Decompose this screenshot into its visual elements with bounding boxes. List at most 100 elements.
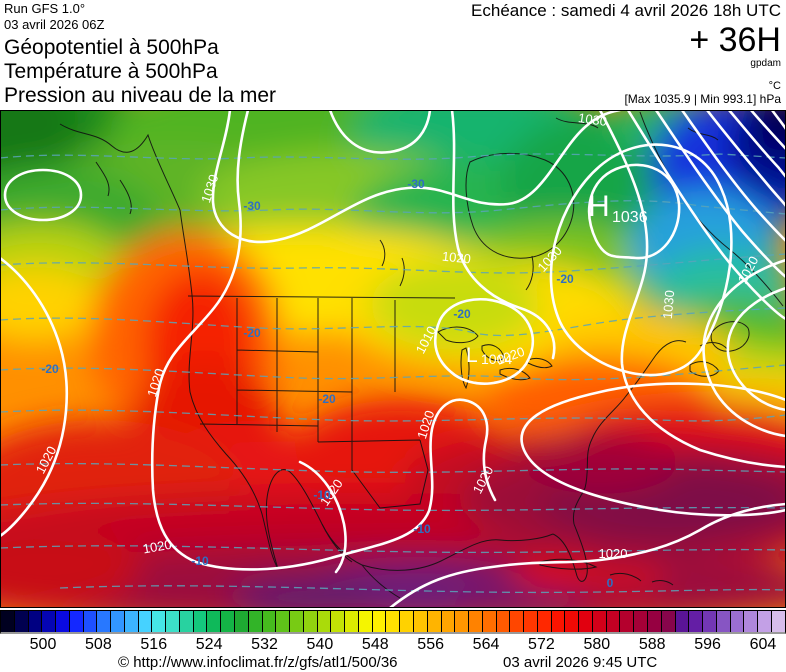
colorbar-tick: 572 <box>528 636 555 653</box>
colorbar-cell <box>510 611 525 632</box>
colorbar-cell <box>42 611 57 632</box>
header-right: Echéance : samedi 4 avril 2026 18h UTC +… <box>471 1 781 106</box>
colorbar-cell <box>524 611 538 632</box>
colorbar-tick: 548 <box>361 636 389 653</box>
colorbar-cell <box>1 611 15 632</box>
temperature-value-label: 0 <box>607 576 614 590</box>
temperature-value-label: -20 <box>243 326 261 340</box>
colorbar-cell <box>647 611 662 632</box>
pressure-value-label: 1030 <box>577 110 608 129</box>
colorbar-cell <box>69 611 84 632</box>
temperature-value-label: -20 <box>556 272 574 286</box>
colorbar-cell <box>771 611 785 632</box>
valid-time-label: Echéance : samedi 4 avril 2026 18h UTC <box>471 1 781 20</box>
colorbar-cell <box>551 611 566 632</box>
colorbar-cell <box>386 611 401 632</box>
colorbar-cell <box>455 611 470 632</box>
pressure-value-label: 1030 <box>660 290 677 320</box>
colorbar-tick: 524 <box>195 636 223 653</box>
temperature-value-label: -20 <box>41 362 59 376</box>
low-pressure-letter: L <box>466 344 478 367</box>
colorbar-cell <box>276 611 291 632</box>
colorbar-tick: 556 <box>417 636 445 653</box>
colorbar-tick: 564 <box>472 636 500 653</box>
colorbar-cell <box>565 611 580 632</box>
colorbar-cell <box>124 611 139 632</box>
colorbar-cell <box>661 611 676 632</box>
colorbar-cell <box>331 611 346 632</box>
copyright-url: © http://www.infoclimat.fr/z/gfs/atl1/50… <box>118 654 398 671</box>
colorbar-cell <box>111 611 125 632</box>
colorbar-tick: 500 <box>29 636 57 653</box>
colorbar-tick: 508 <box>85 636 112 653</box>
colorbar-cell <box>248 611 263 632</box>
high-pressure-value: 1036 <box>612 209 648 226</box>
parameter-temperature: Température à 500hPa <box>4 60 218 83</box>
parameter-list: Géopotentiel à 500hPa Température à 500h… <box>4 36 276 108</box>
colorbar-cell <box>744 611 759 632</box>
colorbar-cell <box>620 611 635 632</box>
colorbar-cell <box>179 611 194 632</box>
colorbar-cell <box>166 611 180 632</box>
footer: © http://www.infoclimat.fr/z/gfs/atl1/50… <box>0 654 786 672</box>
colorbar-cell <box>703 611 717 632</box>
temperature-value-label: -30 <box>243 199 261 213</box>
colorbar-cell <box>400 611 414 632</box>
colorbar-cell <box>56 611 70 632</box>
colorbar-cell <box>427 611 442 632</box>
colorbar-tick: 596 <box>694 636 721 653</box>
colorbar-cell <box>441 611 456 632</box>
pressure-center-markers: H 1036 L 1004 <box>466 190 648 367</box>
colorbar-cell <box>675 611 690 632</box>
high-pressure-letter: H <box>588 190 610 223</box>
colorbar-cell <box>482 611 497 632</box>
colorbar-cell <box>634 611 648 632</box>
colorbar-tick: 580 <box>583 636 611 653</box>
pressure-value-label: 1020 <box>441 249 471 267</box>
colorbar-cell <box>14 611 29 632</box>
parameter-geopotential: Géopotentiel à 500hPa <box>4 36 219 59</box>
colorbar-cell <box>496 611 511 632</box>
temperature-value-label: -10 <box>313 488 331 502</box>
colorbar-cell <box>730 611 745 632</box>
colorbar-cell <box>372 611 387 632</box>
colorbar-cell <box>579 611 593 632</box>
colorbar-cell <box>345 611 359 632</box>
colorbar-cell <box>469 611 483 632</box>
colorbar-tick: 516 <box>140 636 168 653</box>
colorbar-cell <box>83 611 98 632</box>
colorbar-cell <box>138 611 153 632</box>
geopotential-colorbar <box>0 610 786 634</box>
colorbar-cell <box>537 611 552 632</box>
colorbar-cell <box>592 611 607 632</box>
temperature-value-label: -20 <box>318 392 336 406</box>
colorbar-tick: 540 <box>306 636 334 653</box>
parameter-pressure: Pression au niveau de la mer <box>4 84 276 107</box>
model-run-name: Run GFS 1.0° <box>4 1 86 16</box>
colorbar-cell <box>221 611 236 632</box>
colorbar-cell <box>28 611 43 632</box>
temperature-value-label: -10 <box>413 522 431 536</box>
temperature-contour-labels: -30 -30 -20 -20 -20 -20 -20 -10 -10 -10 0 <box>41 177 613 590</box>
model-run-date: 03 avril 2026 06Z <box>4 17 105 32</box>
temperature-value-label: -10 <box>191 554 209 568</box>
colorbar-cell <box>317 611 332 632</box>
header-left: Run GFS 1.0° 03 avril 2026 06Z Géopotent… <box>4 1 276 108</box>
colorbar-cell <box>207 611 222 632</box>
forecast-hour-label: + 36H <box>689 21 781 59</box>
colorbar-tick: 588 <box>638 636 666 653</box>
colorbar-cell <box>358 611 373 632</box>
colorbar-cell <box>716 611 731 632</box>
colorbar-tick: 604 <box>749 636 777 653</box>
weather-map: 1030 1030 1030 1030 1020 1020 1020 1020 1020 1020… <box>0 110 786 608</box>
pressure-value-label: 1020 <box>599 546 628 561</box>
temperature-value-label: -20 <box>453 307 471 321</box>
colorbar-tick: 532 <box>251 636 278 653</box>
colorbar-cell <box>152 611 167 632</box>
unit-celsius-label: °C <box>768 80 781 92</box>
colorbar-cell <box>303 611 318 632</box>
colorbar-cell <box>193 611 208 632</box>
colorbar-cell <box>290 611 304 632</box>
